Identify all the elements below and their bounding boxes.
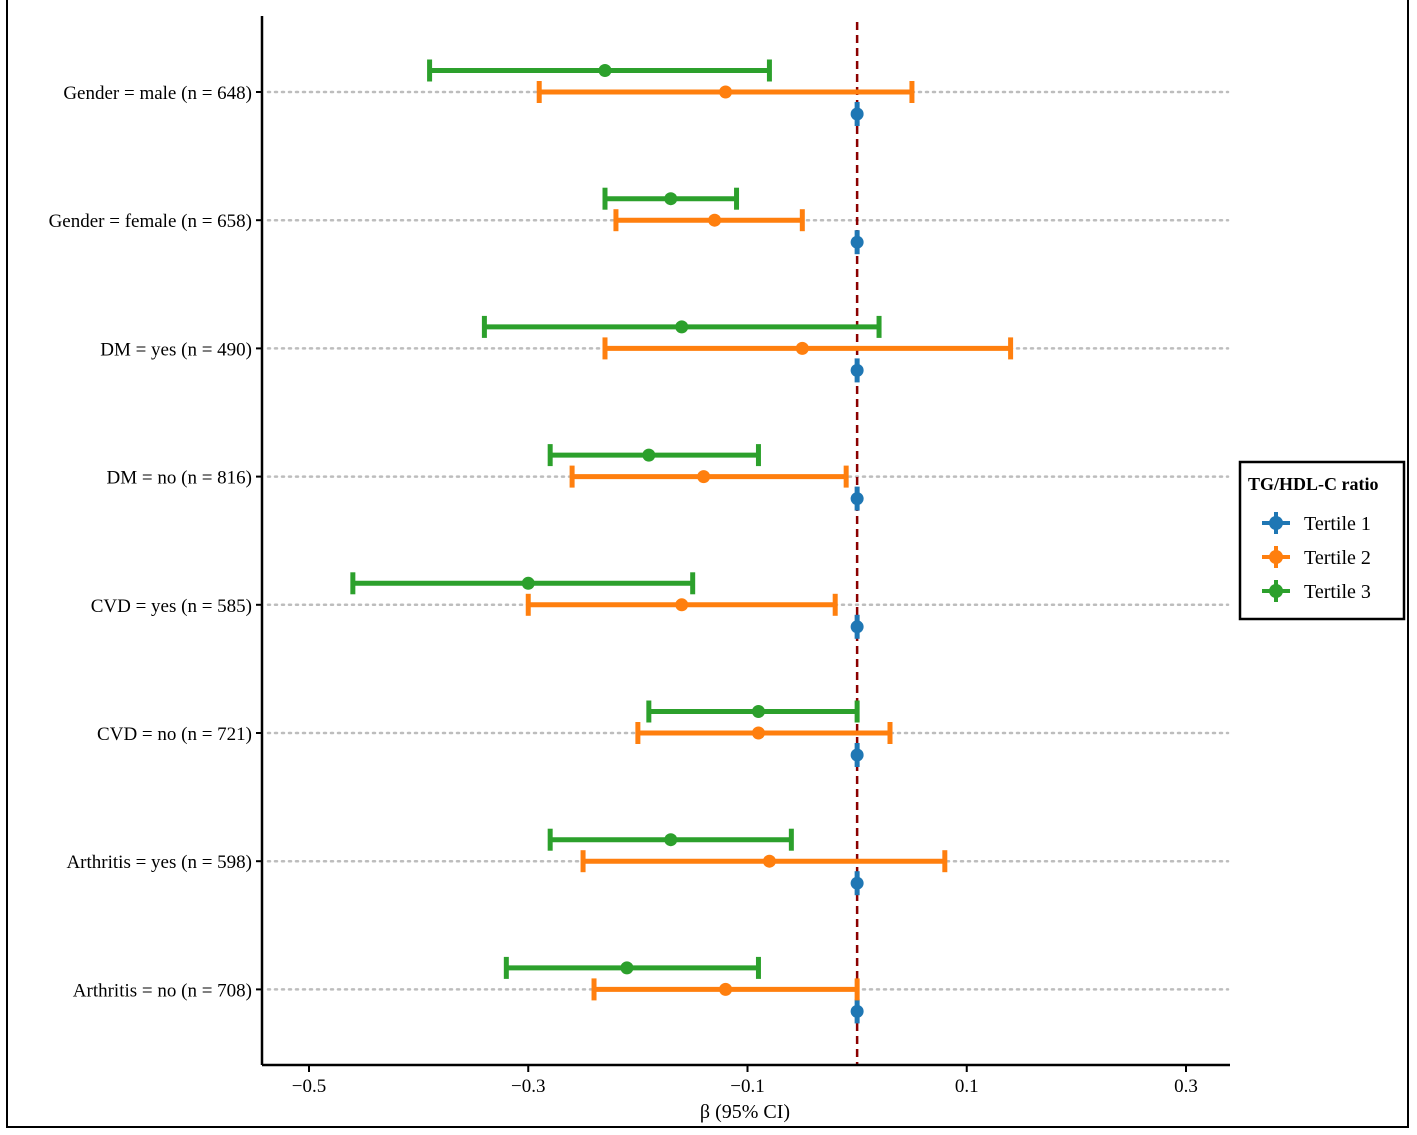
estimate-tertile-2: [591, 978, 860, 1001]
point-estimate: [598, 64, 612, 77]
estimate-tertile-3: [427, 59, 772, 82]
estimate-tertile-2: [580, 850, 948, 873]
legend-item: Tertile 1: [1262, 512, 1371, 535]
point-estimate: [850, 492, 864, 506]
point-estimate: [751, 705, 765, 718]
estimate-tertile-3: [547, 828, 794, 851]
estimate-tertile-2: [635, 722, 893, 744]
legend-key-point: [1269, 516, 1283, 530]
point-estimate: [719, 85, 733, 99]
x-tick-label: −0.3: [511, 1076, 545, 1097]
estimate-tertile-2: [536, 81, 915, 103]
y-tick-label: Arthritis = yes (n = 598): [66, 852, 252, 873]
estimate-tertile-3: [503, 956, 761, 979]
legend-key-point: [1269, 584, 1283, 598]
point-estimate: [850, 748, 864, 762]
estimate-tertile-3: [602, 187, 740, 210]
x-tick-label: −0.5: [292, 1076, 326, 1097]
x-tick-label: 0.1: [955, 1076, 979, 1097]
estimate-tertile-1: [850, 230, 864, 255]
estimate-tertile-2: [525, 593, 838, 616]
point-estimate: [697, 470, 711, 484]
x-tick-label: 0.3: [1174, 1076, 1198, 1097]
y-tick-label: Arthritis = no (n = 708): [73, 980, 252, 1001]
point-estimate: [751, 726, 765, 740]
point-estimate: [675, 598, 689, 612]
legend-item: Tertile 2: [1262, 546, 1371, 569]
estimate-tertile-1: [850, 486, 864, 511]
estimate-tertile-1: [850, 743, 864, 767]
estimate-tertile-1: [850, 358, 864, 383]
grid-layer: [266, 90, 1230, 991]
estimate-tertile-1: [850, 871, 864, 896]
y-tick-label: CVD = yes (n = 585): [91, 596, 252, 617]
estimate-tertile-1: [850, 999, 864, 1024]
point-estimate: [850, 363, 864, 377]
point-estimate: [850, 1004, 864, 1018]
point-estimate: [850, 107, 864, 121]
estimate-tertile-3: [481, 315, 882, 338]
point-estimate: [762, 854, 776, 868]
legend-label: Tertile 2: [1304, 547, 1371, 569]
estimate-tertile-3: [350, 572, 696, 595]
point-estimate: [521, 576, 535, 590]
legend-label: Tertile 3: [1304, 581, 1371, 603]
point-estimate: [795, 341, 809, 355]
y-tick-label: CVD = no (n = 721): [97, 724, 252, 745]
legend: TG/HDL-C ratio Tertile 1 Tertile 2 Tertile …: [1238, 460, 1406, 621]
point-estimate: [708, 213, 722, 227]
point-estimate: [719, 982, 733, 996]
estimate-tertile-1: [850, 614, 864, 639]
y-tick-label: DM = no (n = 816): [107, 468, 252, 489]
estimate-tertile-2: [602, 337, 1014, 360]
estimate-tertile-3: [547, 444, 761, 467]
legend-key-point: [1269, 550, 1283, 564]
legend-title: TG/HDL-C ratio: [1248, 474, 1379, 494]
x-axis-title: β (95% CI): [700, 1101, 790, 1123]
point-estimate: [664, 192, 678, 206]
estimate-tertile-3: [646, 700, 860, 723]
point-estimate: [642, 448, 656, 462]
estimate-tertile-2: [569, 465, 849, 488]
legend-item: Tertile 3: [1262, 580, 1371, 603]
y-tick-label: Gender = female (n = 658): [49, 211, 252, 232]
point-estimate: [675, 320, 689, 334]
estimate-tertile-2: [613, 209, 805, 232]
point-estimate: [664, 833, 678, 847]
point-estimate: [620, 961, 634, 975]
legend-label: Tertile 1: [1304, 513, 1371, 535]
x-tick-label: −0.1: [730, 1076, 764, 1097]
estimate-tertile-1: [850, 102, 864, 126]
y-tick-label: Gender = male (n = 648): [63, 83, 252, 104]
axis-layer: Gender = male (n = 648) Gender = female (…: [49, 16, 1230, 1123]
point-estimate: [850, 876, 864, 890]
point-estimate: [850, 620, 864, 634]
marks-layer: [350, 59, 1014, 1024]
point-estimate: [850, 235, 864, 249]
y-tick-label: DM = yes (n = 490): [100, 339, 252, 360]
